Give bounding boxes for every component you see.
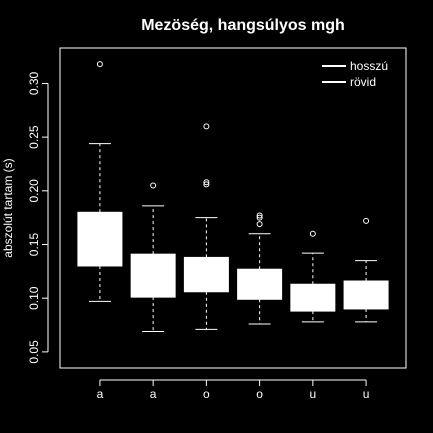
box-1 <box>77 61 123 302</box>
plot-frame <box>59 47 407 369</box>
outlier-point <box>203 181 210 188</box>
outlier-point <box>150 182 157 189</box>
y-tick-label: 0.25 <box>27 125 41 149</box>
outlier-point <box>256 212 263 219</box>
outlier-point <box>256 214 263 221</box>
x-tick-label: u <box>310 387 317 401</box>
y-tick-label: 0.30 <box>27 71 41 95</box>
outlier-point <box>256 221 263 228</box>
x-tick-label: o <box>256 387 263 401</box>
box-3 <box>183 123 229 330</box>
outlier-point <box>203 179 210 186</box>
legend: hosszú rövid <box>322 59 388 89</box>
outlier-point <box>203 123 210 130</box>
x-tick-label: u <box>363 387 370 401</box>
y-tick-label: 0.10 <box>27 286 41 310</box>
x-tick-label: a <box>150 387 157 401</box>
legend-label: hosszú <box>350 59 388 73</box>
box-5 <box>290 230 336 323</box>
x-tick-label: a <box>97 387 104 401</box>
legend-label: rövid <box>350 75 376 89</box>
y-tick-label: 0.05 <box>27 340 41 364</box>
box-body <box>77 211 123 267</box>
outlier-point <box>363 217 370 224</box>
outlier-point <box>309 230 316 237</box>
box-4 <box>237 212 283 325</box>
box-6 <box>343 217 389 323</box>
boxes <box>77 61 389 332</box>
y-axis: 0.05 0.10 0.15 0.20 0.25 0.30 <box>27 71 49 364</box>
y-tick-label: 0.15 <box>27 233 41 257</box>
y-axis-label: abszolút tartam (s) <box>1 158 15 257</box>
box-2 <box>130 182 176 332</box>
chart-title: Mezöség, hangsúlyos mgh <box>141 17 345 34</box>
y-tick-label: 0.20 <box>27 179 41 203</box>
x-tick-label: o <box>203 387 210 401</box>
outlier-point <box>96 61 103 68</box>
